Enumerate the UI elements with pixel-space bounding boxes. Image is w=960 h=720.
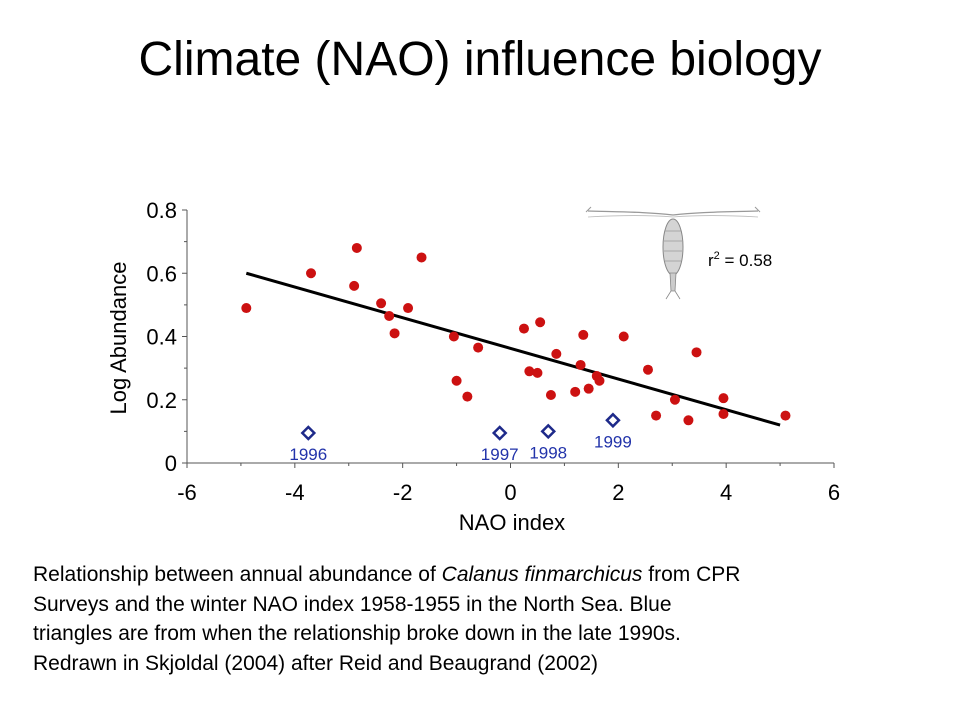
caption-line-1: Relationship between annual abundance of… (33, 560, 933, 590)
data-point (384, 310, 395, 321)
x-tick-label: 4 (720, 480, 732, 505)
r-exponent: 2 (714, 250, 720, 262)
data-point (570, 386, 581, 397)
data-point (448, 331, 459, 342)
r-value: = 0.58 (720, 251, 772, 270)
data-point (351, 242, 362, 253)
data-point (780, 410, 791, 421)
y-tick-label: 0.4 (146, 325, 177, 350)
caption-text: from CPR (642, 563, 741, 586)
year-label: 1997 (481, 445, 519, 464)
data-point (683, 415, 694, 426)
data-point (535, 317, 546, 328)
year-label: 1996 (289, 445, 327, 464)
y-axis-label: Log Abundance (106, 262, 131, 415)
slide-caption: Relationship between annual abundance of… (33, 560, 933, 678)
x-tick-label: 2 (612, 480, 624, 505)
caption-line-3: triangles are from when the relationship… (33, 622, 681, 645)
data-point (669, 394, 680, 405)
data-point (306, 268, 317, 279)
data-point (718, 408, 729, 419)
data-point (551, 348, 562, 359)
data-point (462, 391, 473, 402)
data-point (618, 331, 629, 342)
scatter-chart: -6 -4 -2 0 2 4 6 0 0.2 0.4 0.6 0.8 NAO index Log Ab… (106, 198, 840, 535)
data-point (451, 375, 462, 386)
data-point (575, 359, 586, 370)
r-squared-annotation: r2 = 0.58 (708, 250, 772, 270)
data-point (416, 252, 427, 263)
data-point (403, 303, 414, 314)
blue-points-series: 1996 1997 1998 1999 (289, 412, 632, 464)
data-point-highlight (605, 412, 621, 429)
chart-axes (186, 210, 834, 464)
species-name: Calanus finmarchicus (441, 563, 643, 586)
data-point (583, 383, 594, 394)
data-point (651, 410, 662, 421)
y-tick-label: 0 (165, 451, 177, 476)
year-label: 1998 (529, 443, 567, 462)
data-point (524, 366, 535, 377)
y-tick-label: 0.2 (146, 388, 177, 413)
x-tick-label: -4 (285, 480, 305, 505)
data-point (532, 367, 543, 378)
x-axis-label: NAO index (459, 510, 565, 535)
data-point (718, 393, 729, 404)
x-tick-label: -2 (393, 480, 413, 505)
year-label: 1999 (594, 432, 632, 451)
tick-labels: -6 -4 -2 0 2 4 6 0 0.2 0.4 0.6 0.8 (146, 198, 840, 505)
data-point (518, 323, 529, 334)
red-points-series (241, 242, 791, 426)
x-tick-label: 6 (828, 480, 840, 505)
data-point (642, 364, 653, 375)
data-point (545, 390, 556, 401)
caption-line-4: Redrawn in Skjoldal (2004) after Reid an… (33, 651, 599, 675)
data-point (376, 298, 387, 309)
regression-line (245, 271, 781, 427)
data-point (241, 303, 252, 314)
tick-marks (182, 209, 835, 468)
data-point (594, 375, 605, 386)
data-point-highlight (540, 423, 557, 440)
data-point (691, 347, 702, 358)
data-point (389, 328, 400, 339)
data-point (349, 280, 360, 291)
y-tick-label: 0.8 (146, 198, 177, 223)
slide-title: Climate (NAO) influence biology (138, 33, 822, 86)
data-point (473, 342, 484, 353)
r-symbol: r (708, 251, 714, 270)
copepod-icon (585, 206, 761, 300)
caption-text: Relationship between annual abundance of (33, 563, 442, 586)
caption-line-2: Surveys and the winter NAO index 1958-19… (33, 592, 672, 616)
y-tick-label: 0.6 (146, 261, 177, 286)
data-point-highlight (491, 425, 508, 441)
x-tick-label: -6 (177, 480, 197, 505)
x-tick-label: 0 (504, 480, 516, 505)
data-point-highlight (300, 425, 317, 441)
data-point (578, 329, 589, 340)
